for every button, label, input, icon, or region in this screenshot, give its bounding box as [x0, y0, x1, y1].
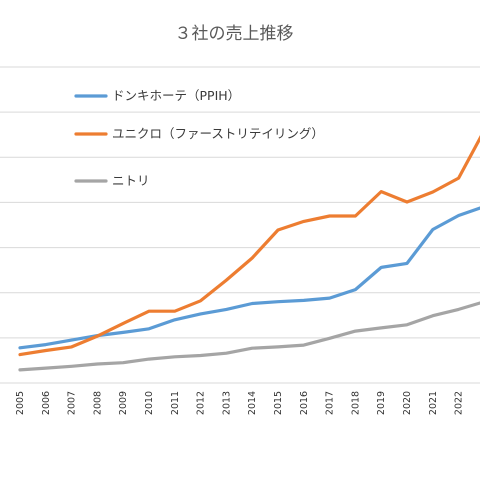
grid [0, 66, 480, 384]
legend-label-uniqlo: ユニクロ（ファーストリテイリング） [112, 126, 324, 141]
chart-title: ３社の売上推移 [175, 24, 294, 44]
x-tick-label: 2020 [402, 391, 413, 415]
x-tick-label: 2021 [428, 391, 439, 415]
x-tick-label: 2022 [454, 391, 465, 415]
x-tick-label: 2017 [325, 391, 336, 415]
x-tick-label: 2013 [221, 391, 232, 415]
x-tick-label: 2012 [196, 391, 207, 415]
x-tick-label: 2007 [67, 391, 78, 415]
x-tick-label: 2006 [41, 391, 52, 415]
x-tick-label: 2010 [144, 391, 155, 415]
x-tick-label: 2011 [170, 391, 181, 415]
x-tick-label: 2008 [92, 391, 103, 415]
x-tick-label: 2019 [376, 391, 387, 415]
x-tick-label: 2018 [350, 391, 361, 415]
series-layer [18, 134, 480, 372]
series-line-0 [18, 206, 480, 350]
legend: ドンキホーテ（PPIH） ユニクロ（ファーストリテイリング） ニトリ [74, 88, 324, 188]
legend-label-nitori: ニトリ [112, 173, 150, 188]
series-line-2 [18, 301, 480, 372]
x-tick-label: 2005 [15, 391, 26, 415]
x-tick-label: 2015 [273, 391, 284, 415]
x-tick-label: 2009 [118, 391, 129, 415]
legend-label-donki: ドンキホーテ（PPIH） [112, 88, 240, 103]
x-tick-label: 2014 [247, 391, 258, 415]
x-tick-label: 2016 [299, 391, 310, 415]
x-axis-ticks: 2005 2006 2007 2008 2009 2010 2011 2012 2013 2014… [15, 391, 480, 415]
series-line-1 [18, 134, 480, 357]
